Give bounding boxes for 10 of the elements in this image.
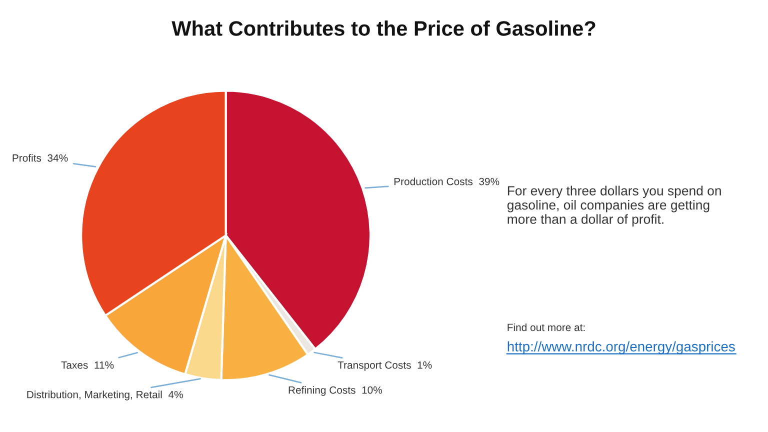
slice-label: Distribution, Marketing, Retail 4% xyxy=(27,390,183,400)
chart-title: What Contributes to the Price of Gasoline? xyxy=(172,20,596,36)
text: Find out more at: xyxy=(508,323,585,332)
slice-label: Production Costs 39% xyxy=(394,178,500,186)
slice-label: Profits 34% xyxy=(12,154,68,162)
text: For every three dollars you spend on gasoline, oil companies are getting more than a dollar of profit. xyxy=(507,186,721,226)
text: http://www.nrdc.org/energy/gasprices xyxy=(508,341,735,354)
slice-label: Refining Costs 10% xyxy=(288,386,382,396)
slice-label: Transport Costs 1% xyxy=(338,361,432,371)
slice-label: Taxes 11% xyxy=(61,361,114,369)
